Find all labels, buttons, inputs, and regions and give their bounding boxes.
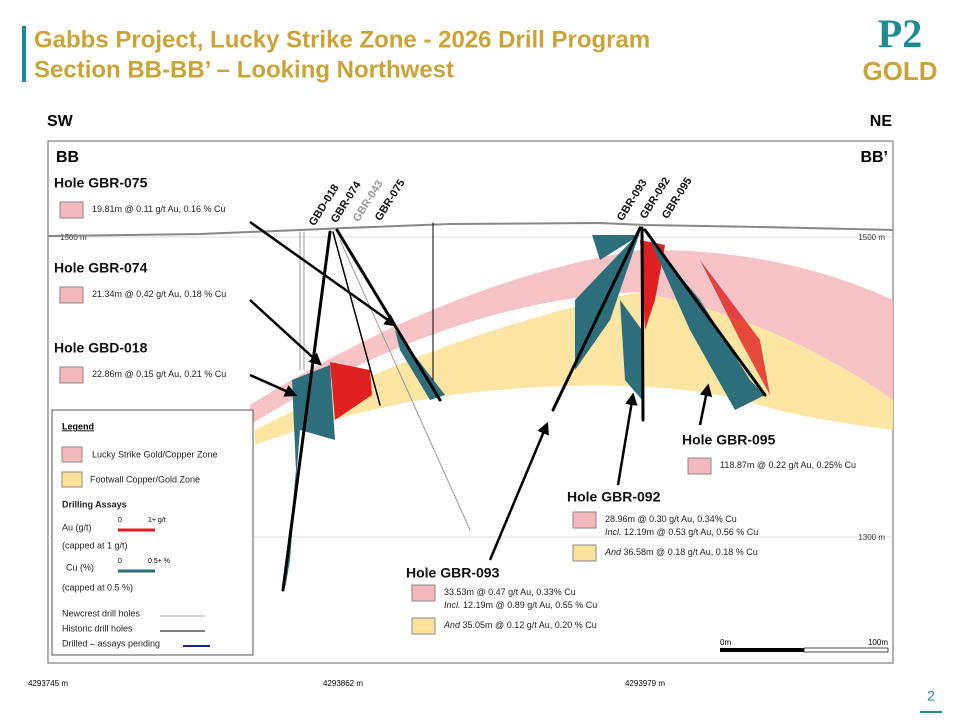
legend-item: Au (g/t) (62, 522, 92, 532)
elev-label: 1500 m (858, 233, 885, 242)
bb: BB (56, 149, 79, 166)
legend-item: Newcrest drill holes (62, 608, 141, 618)
hole-name: Hole GBR-074 (54, 260, 148, 276)
intercept: 19.81m @ 0.11 g/t Au, 0.16 % Cu (92, 204, 226, 214)
arrows (249, 220, 713, 561)
elev-label: 1500 m (60, 233, 87, 242)
legend-item: Drilled – assays pending (62, 638, 160, 648)
legend-scale: 1+ g/t (148, 517, 166, 524)
grade-swatch (411, 617, 436, 635)
intercept-text: 33.53m @ 0.47 g/t Au, 0.33% Cu (444, 587, 576, 597)
intercept-text: 22.86m @ 0.15 g/t Au, 0.21 % Cu (92, 369, 226, 379)
sw: SW (47, 113, 74, 130)
scale-bar (720, 648, 804, 652)
logo-p2: P2 (878, 11, 922, 56)
intercept: And 36.58m @ 0.18 g/t Au, 0.18 % Cu (604, 547, 758, 557)
easting: 4293745 m (28, 679, 68, 688)
intercept-text: 118.87m @ 0.22 g/t Au, 0.25% Cu (720, 460, 856, 470)
grade-swatch (687, 457, 712, 475)
ne: NE (870, 113, 893, 130)
intercept: 22.86m @ 0.15 g/t Au, 0.21 % Cu (92, 369, 226, 379)
intercept-prefix: And (604, 547, 622, 557)
legend-subtitle: Drilling Assays (62, 499, 127, 509)
legend-scale: 0.5+ % (148, 558, 170, 565)
scale-bar (803, 647, 889, 653)
intercept-text: 12.19m @ 0.89 g/t Au, 0.55 % Cu (463, 600, 597, 610)
subtitle: Section BB-BB’ – Looking Northwest (34, 56, 454, 83)
grade-swatch (59, 286, 84, 304)
grade-swatch (572, 511, 597, 529)
grade-swatch (572, 544, 597, 562)
intercept: And 35.05m @ 0.12 g/t Au, 0.20 % Cu (443, 620, 597, 630)
intercept: 28.96m @ 0.30 g/t Au, 0.34% Cu (605, 514, 737, 524)
hole-name: Hole GBD-018 (54, 340, 148, 356)
assays (285, 232, 770, 590)
grade-swatch (59, 201, 84, 219)
intercept-text: 28.96m @ 0.30 g/t Au, 0.34% Cu (605, 514, 737, 524)
intercept: 33.53m @ 0.47 g/t Au, 0.33% Cu (444, 587, 576, 597)
legend-item: Historic drill holes (62, 623, 133, 633)
intercept: Incl. 12.19m @ 0.53 g/t Au, 0.56 % Cu (605, 527, 758, 537)
intercept-text: 21.34m @ 0.42 g/t Au, 0.18 % Cu (92, 289, 226, 299)
legend-scale: 0 (118, 558, 122, 565)
easting: 4293862 m (323, 679, 363, 688)
scale-label: 0m (720, 638, 731, 647)
intercept-text: 19.81m @ 0.11 g/t Au, 0.16 % Cu (92, 204, 226, 214)
grade-swatch (411, 584, 436, 602)
intercept: Incl. 12.19m @ 0.89 g/t Au, 0.55 % Cu (444, 600, 597, 610)
elev-label: 1300 m (858, 533, 885, 542)
intercept-text: 12.19m @ 0.53 g/t Au, 0.56 % Cu (624, 527, 758, 537)
intercept-text: 36.58m @ 0.18 g/t Au, 0.18 % Cu (624, 547, 758, 557)
bb-prime: BB’ (860, 149, 888, 166)
intercept: 21.34m @ 0.42 g/t Au, 0.18 % Cu (92, 289, 226, 299)
title-bar (22, 26, 26, 82)
easting: 4293979 m (625, 679, 665, 688)
intercept-text: 35.05m @ 0.12 g/t Au, 0.20 % Cu (463, 620, 597, 630)
legend-item: (capped at 1 g/t) (62, 540, 128, 550)
legend: Legend Lucky Strike Gold/Copper Zone Foo… (51, 409, 254, 656)
logo-gold: GOLD (862, 56, 937, 86)
intercept-prefix: Incl. (605, 527, 622, 537)
scale-label: 100m (868, 638, 888, 647)
grade-swatch (59, 366, 84, 384)
legend-scale: 0 (118, 517, 122, 524)
gold-copper-zone (250, 249, 893, 425)
legend-item: (capped at 0.5 %) (62, 582, 133, 592)
hole-name: Hole GBR-075 (54, 175, 148, 191)
topography (47, 221, 894, 237)
legend-title: Legend (62, 421, 94, 431)
intercept-prefix: And (443, 620, 461, 630)
hole-name: Hole GBR-095 (682, 432, 776, 448)
legend-item: Footwall Copper/Gold Zone (90, 474, 200, 484)
intercept: 118.87m @ 0.22 g/t Au, 0.25% Cu (720, 460, 856, 470)
hole-name: Hole GBR-092 (567, 489, 661, 505)
intercept-prefix: Incl. (444, 600, 461, 610)
hole-name: Hole GBR-093 (406, 565, 500, 581)
legend-item: Cu (%) (66, 562, 94, 572)
legend-item: Lucky Strike Gold/Copper Zone (92, 449, 218, 459)
title: Gabbs Project, Lucky Strike Zone - 2026 … (34, 26, 650, 53)
page-number: 2 (927, 688, 935, 704)
